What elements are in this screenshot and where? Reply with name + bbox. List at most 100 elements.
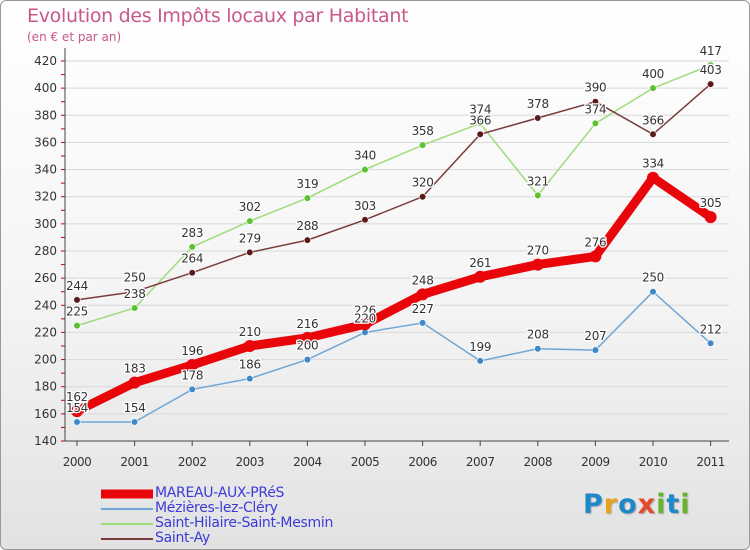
data-label-saint-hilaire-saint-mesmin: 302	[239, 200, 261, 214]
x-tick-label: 2007	[466, 455, 495, 469]
x-tick-label: 2003	[236, 455, 265, 469]
data-point-mareau-aux-pres	[359, 318, 371, 331]
data-label-saint-ay: 250	[124, 271, 146, 285]
data-point-mezieres-lez-clery	[649, 288, 657, 296]
data-point-mezieres-lez-clery	[246, 374, 254, 383]
data-label-saint-ay: 303	[354, 199, 376, 213]
logo-letter: i	[656, 489, 667, 520]
data-label-mezieres-lez-clery: 207	[584, 329, 606, 343]
data-point-saint-hilaire-saint-mesmin	[246, 217, 254, 225]
data-label-mareau-aux-pres: 334	[642, 157, 664, 171]
data-label-mareau-aux-pres: 226	[354, 303, 376, 317]
data-point-saint-ay	[534, 114, 542, 122]
x-tick-label: 2001	[120, 455, 149, 469]
data-point-mareau-aux-pres	[647, 171, 659, 184]
data-label-mareau-aux-pres: 216	[296, 317, 318, 331]
data-label-saint-hilaire-saint-mesmin: 400	[642, 67, 664, 81]
data-label-saint-ay: 390	[584, 81, 606, 95]
x-tick-label: 2004	[293, 455, 322, 469]
data-label-mezieres-lez-clery: 208	[527, 328, 549, 342]
data-label-mareau-aux-pres: 183	[124, 362, 146, 376]
data-label-saint-ay: 378	[527, 97, 549, 111]
data-label-mareau-aux-pres: 210	[239, 325, 261, 339]
y-tick-label: 320	[34, 190, 57, 204]
data-point-mareau-aux-pres	[186, 359, 199, 371]
data-label-saint-ay: 288	[296, 219, 318, 233]
legend-swatch	[101, 489, 153, 498]
data-point-saint-ay	[476, 130, 484, 138]
y-tick-label: 340	[34, 163, 57, 177]
data-label-saint-ay: 403	[700, 63, 722, 77]
legend-label: Saint-Ay	[155, 530, 210, 546]
logo-letter: x	[637, 489, 657, 520]
data-label-mareau-aux-pres: 276	[584, 235, 606, 249]
y-tick-label: 360	[34, 135, 57, 149]
data-point-saint-ay	[706, 80, 715, 88]
series-line-mareau-aux-pres	[72, 173, 716, 416]
y-tick-label: 200	[34, 353, 57, 367]
y-tick-label: 140	[34, 434, 57, 448]
legend-label: Mézières-lez-Cléry	[155, 500, 278, 516]
data-label-saint-hilaire-saint-mesmin: 319	[296, 177, 318, 191]
data-label-mareau-aux-pres: 248	[412, 273, 434, 287]
data-label-mareau-aux-pres: 162	[66, 390, 88, 404]
data-point-mezieres-lez-clery	[419, 319, 427, 327]
data-label-mareau-aux-pres: 261	[469, 256, 491, 270]
data-point-mezieres-lez-clery	[188, 385, 196, 394]
data-label-saint-hilaire-saint-mesmin: 238	[124, 287, 146, 301]
data-point-saint-ay	[73, 296, 81, 304]
data-point-saint-hilaire-saint-mesmin	[476, 119, 484, 128]
data-label-mezieres-lez-clery: 154	[124, 401, 146, 415]
data-point-saint-ay	[188, 269, 196, 277]
data-point-saint-hilaire-saint-mesmin	[73, 322, 81, 330]
data-point-saint-hilaire-saint-mesmin	[649, 84, 657, 92]
x-tick-label: 2002	[178, 455, 207, 469]
data-point-mareau-aux-pres	[416, 288, 429, 301]
logo-letter: r	[603, 489, 619, 520]
data-point-saint-ay	[131, 288, 139, 296]
y-tick-label: 380	[34, 108, 57, 122]
y-tick-label: 220	[34, 325, 57, 339]
proxiti-logo: Proxiti	[583, 489, 691, 520]
data-point-mareau-aux-pres	[589, 250, 602, 263]
data-label-saint-ay: 366	[642, 113, 664, 127]
data-point-mezieres-lez-clery	[534, 345, 542, 353]
chart-subtitle: (en € et par an)	[27, 30, 122, 44]
data-label-saint-ay: 320	[412, 176, 434, 190]
data-label-saint-hilaire-saint-mesmin: 340	[354, 149, 376, 163]
data-point-saint-ay	[246, 248, 254, 256]
data-point-saint-ay	[303, 236, 312, 244]
data-label-saint-hilaire-saint-mesmin: 374	[584, 102, 606, 116]
data-point-mareau-aux-pres	[128, 376, 141, 389]
y-tick-label: 240	[34, 298, 57, 312]
data-label-saint-hilaire-saint-mesmin: 283	[181, 226, 203, 240]
data-label-mezieres-lez-clery: 227	[412, 302, 434, 316]
data-point-saint-hilaire-saint-mesmin	[534, 191, 542, 199]
x-tick-label: 2009	[581, 455, 610, 469]
data-point-saint-hilaire-saint-mesmin	[188, 243, 196, 251]
y-tick-label: 300	[34, 217, 57, 231]
data-label-saint-ay: 264	[181, 252, 203, 266]
series-line-saint-hilaire-saint-mesmin	[76, 64, 712, 327]
data-point-mareau-aux-pres	[243, 340, 256, 352]
data-label-saint-hilaire-saint-mesmin: 358	[412, 124, 434, 138]
data-point-mezieres-lez-clery	[73, 418, 81, 426]
data-label-saint-hilaire-saint-mesmin: 417	[700, 44, 722, 58]
data-point-mareau-aux-pres	[531, 258, 544, 271]
data-point-saint-ay	[419, 193, 427, 201]
y-tick-label: 260	[34, 271, 57, 285]
data-point-mareau-aux-pres	[301, 331, 314, 344]
data-point-mareau-aux-pres	[71, 405, 83, 418]
data-point-saint-ay	[361, 216, 369, 224]
x-tick-label: 2010	[639, 455, 668, 469]
y-tick-label: 180	[34, 380, 57, 394]
legend-swatch	[101, 537, 153, 540]
chart-title: Evolution des Impôts locaux par Habitant	[27, 5, 409, 27]
series-line-saint-ay	[76, 83, 712, 301]
x-tick-label: 2000	[63, 455, 92, 469]
data-point-saint-ay	[591, 98, 600, 106]
y-tick-label: 400	[34, 81, 57, 95]
logo-letter: P	[583, 489, 604, 520]
data-point-mezieres-lez-clery	[706, 339, 715, 347]
